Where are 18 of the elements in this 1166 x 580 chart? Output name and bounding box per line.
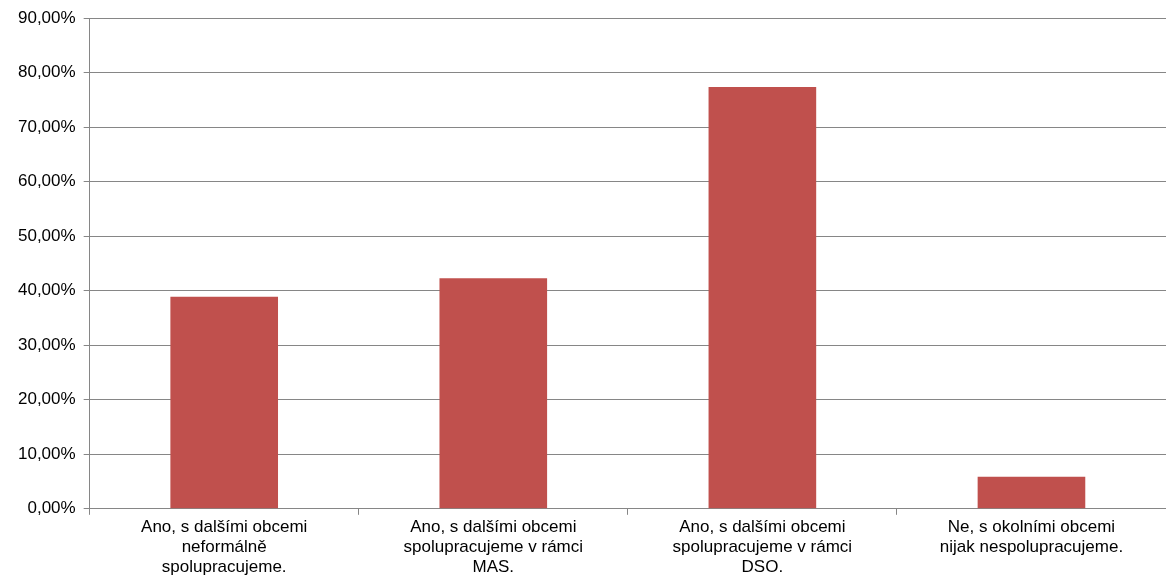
y-tick-label: 60,00% [17, 171, 76, 191]
y-tick-label: 20,00% [17, 389, 76, 409]
bar [439, 278, 548, 509]
y-tick-label: 30,00% [17, 334, 76, 354]
x-tick-label: Ne, s okolními obcemi nijak nespolupracujeme. [939, 516, 1124, 557]
y-tick-label: 70,00% [17, 116, 76, 136]
y-tick-label: 10,00% [17, 443, 76, 463]
x-tick-label: Ano, s dalšími obcemi spolupracujeme v rámci MAS. [403, 516, 584, 577]
bar [708, 86, 817, 509]
bar [977, 476, 1086, 509]
y-tick-label: 40,00% [17, 280, 76, 300]
y-tick-label: 50,00% [17, 225, 76, 245]
x-tick-label: Ano, s dalšími obcemi spolupracujeme v rámci DSO. [672, 516, 853, 577]
y-tick-label: 0,00% [27, 498, 76, 518]
x-tick-label: Ano, s dalšími obcemi neformálně spolupracujeme. [141, 516, 308, 577]
bar [170, 296, 279, 509]
y-tick-label: 90,00% [17, 7, 76, 27]
y-tick-label: 80,00% [17, 62, 76, 82]
